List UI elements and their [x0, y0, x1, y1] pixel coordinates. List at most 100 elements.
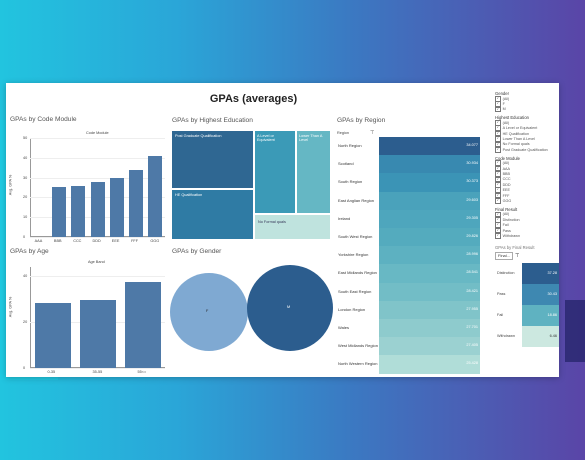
filter-checkbox-item[interactable]: ✓ (All)	[495, 95, 557, 102]
region-header-label: Region	[337, 131, 350, 135]
region-row[interactable]: Yorkshire Region 28.996	[333, 246, 480, 265]
region-row[interactable]: East Midlands Region 28.541	[333, 264, 480, 283]
treemap-cell-alevel[interactable]: A Level or Equivalent	[254, 130, 296, 214]
region-bar[interactable]: 27.955	[379, 300, 480, 319]
filter-checkbox-item[interactable]: ✓ AAA	[495, 165, 557, 172]
filter-checkbox-item[interactable]: ✓ Fail	[495, 222, 557, 228]
final-result-bar[interactable]: 18.86	[522, 304, 559, 326]
checkbox[interactable]: ✓	[495, 125, 501, 132]
final-result-row[interactable]: Withdrawn 6.46	[495, 325, 559, 347]
region-bar[interactable]: 27.405	[379, 337, 480, 356]
region-bar[interactable]: 29.826	[379, 228, 480, 247]
checkbox[interactable]: ✓	[495, 165, 501, 172]
bar-bbb[interactable]	[51, 186, 66, 237]
checkbox[interactable]: ✓	[495, 130, 501, 137]
filter-checkbox-item[interactable]: ✓ (All)	[495, 160, 557, 167]
region-bar[interactable]: 29.305	[379, 209, 480, 228]
bar-0-35[interactable]	[34, 302, 71, 368]
filter-checkbox-item[interactable]: ✓ F	[495, 101, 557, 107]
checkbox[interactable]: ✓	[495, 101, 501, 107]
bar-fff[interactable]	[129, 169, 144, 237]
region-row[interactable]: East Anglian Region 29.603	[333, 191, 480, 211]
treemap-cell-postgraduate[interactable]: Post Graduate Qualification	[171, 130, 254, 189]
checkbox[interactable]: ✓	[495, 211, 501, 218]
region-bar[interactable]: 28.421	[379, 282, 480, 301]
filter-checkbox-item[interactable]: ✓ DDD	[495, 181, 557, 188]
pie-female[interactable]: F	[170, 273, 248, 351]
final-result-bar[interactable]: 6.46	[522, 325, 559, 347]
filter-checkbox-item[interactable]: ✓ A Level or Equivalent	[495, 125, 557, 132]
filter-checkbox-item[interactable]: ✓ FFF	[495, 192, 557, 199]
bar-35-55[interactable]	[79, 300, 116, 368]
bar-55<=[interactable]	[124, 281, 161, 368]
treemap-cell-he[interactable]: HE Qualification	[171, 189, 254, 240]
region-row[interactable]: London Region 27.955	[333, 300, 480, 320]
region-row[interactable]: North Region 34.077	[333, 137, 480, 156]
filter-checkbox-item[interactable]: ✓ Lower Than A Level	[495, 136, 557, 142]
filter-checkbox-item[interactable]: ✓ EEE	[495, 187, 557, 193]
region-filter-icon[interactable]: ⊤	[370, 130, 375, 136]
checkbox[interactable]: ✓	[495, 233, 501, 239]
region-row[interactable]: West Midlands Region 27.405	[333, 337, 480, 356]
filter-checkbox-item[interactable]: ✓ HE Qualification	[495, 130, 557, 137]
checkbox[interactable]: ✓	[495, 192, 501, 199]
y-tick-label: 20	[23, 195, 28, 200]
region-bar[interactable]: 34.077	[379, 137, 480, 156]
final-result-row[interactable]: Distinction 37.28	[495, 262, 559, 284]
final-result-row[interactable]: Fail 18.86	[495, 304, 559, 326]
final-result-dropdown[interactable]: Final...	[495, 251, 514, 260]
region-bar[interactable]: 30.934	[379, 155, 480, 174]
region-bar[interactable]: 28.996	[379, 246, 480, 265]
region-row[interactable]: Scotland 30.934	[333, 155, 480, 174]
checkbox[interactable]: ✓	[495, 95, 501, 102]
region-bar[interactable]: 27.701	[379, 319, 480, 338]
treemap-cell-noformal[interactable]: No Formal quals	[254, 214, 331, 240]
checkbox[interactable]: ✓	[495, 216, 501, 223]
filter-checkbox-item[interactable]: ✓ CCC	[495, 176, 557, 183]
final-result-row[interactable]: Pass 30.43	[495, 283, 559, 305]
checkbox[interactable]: ✓	[495, 160, 501, 167]
region-row[interactable]: South East Region 28.421	[333, 282, 480, 302]
region-bar[interactable]: 29.603	[379, 191, 480, 210]
region-row[interactable]: Ireland 29.305	[333, 209, 480, 229]
region-row[interactable]: North Western Region 25.428	[333, 355, 480, 374]
bar-ddd[interactable]	[90, 181, 105, 237]
checkbox[interactable]: ✓	[495, 227, 501, 234]
checkbox[interactable]: ✓	[495, 222, 501, 228]
checkbox[interactable]: ✓	[495, 106, 501, 113]
pie-male[interactable]: M	[247, 265, 333, 351]
filter-icon[interactable]: ⊤	[515, 252, 520, 259]
region-bar[interactable]: 30.373	[379, 173, 480, 192]
checkbox[interactable]: ✓	[495, 176, 501, 183]
bar-ggg[interactable]	[148, 155, 163, 237]
region-name: Scotland	[338, 161, 354, 167]
checkbox[interactable]: ✓	[495, 171, 501, 177]
region-bar[interactable]: 25.428	[379, 355, 480, 374]
filter-checkbox-item[interactable]: ✓ BBB	[495, 171, 557, 177]
checkbox[interactable]: ✓	[495, 187, 501, 193]
bar-ccc[interactable]	[71, 185, 86, 237]
final-result-bar[interactable]: 37.28	[522, 262, 559, 284]
filter-checkbox-item[interactable]: ✓ (All)	[495, 211, 557, 218]
final-result-bar[interactable]: 30.43	[522, 283, 559, 305]
region-row[interactable]: South West Region 29.826	[333, 228, 480, 247]
filter-checkbox-item[interactable]: ✓ (All)	[495, 120, 557, 126]
filter-checkbox-item[interactable]: ✓ No Formal quals	[495, 141, 557, 148]
filter-checkbox-item[interactable]: ✓ Pass	[495, 227, 557, 234]
filter-checkbox-item[interactable]: ✓ GGG	[495, 198, 557, 204]
region-row[interactable]: Wales 27.701	[333, 319, 480, 338]
filter-checkbox-item[interactable]: ✓ Withdrawn	[495, 233, 557, 239]
filter-checkbox-item[interactable]: ✓ Post Graduate Qualification	[495, 147, 557, 153]
region-row[interactable]: South Region 30.373	[333, 173, 480, 192]
treemap-cell-lower[interactable]: Lower Than A Level	[296, 130, 331, 214]
filter-checkbox-item[interactable]: ✓ Distinction	[495, 216, 557, 223]
checkbox[interactable]: ✓	[495, 136, 501, 142]
filter-checkbox-item[interactable]: ✓ M	[495, 106, 557, 113]
checkbox[interactable]: ✓	[495, 147, 501, 153]
bar-eee[interactable]	[109, 177, 124, 237]
checkbox[interactable]: ✓	[495, 120, 501, 126]
region-bar[interactable]: 28.541	[379, 264, 480, 283]
checkbox[interactable]: ✓	[495, 141, 501, 148]
checkbox[interactable]: ✓	[495, 198, 501, 204]
checkbox[interactable]: ✓	[495, 181, 501, 188]
